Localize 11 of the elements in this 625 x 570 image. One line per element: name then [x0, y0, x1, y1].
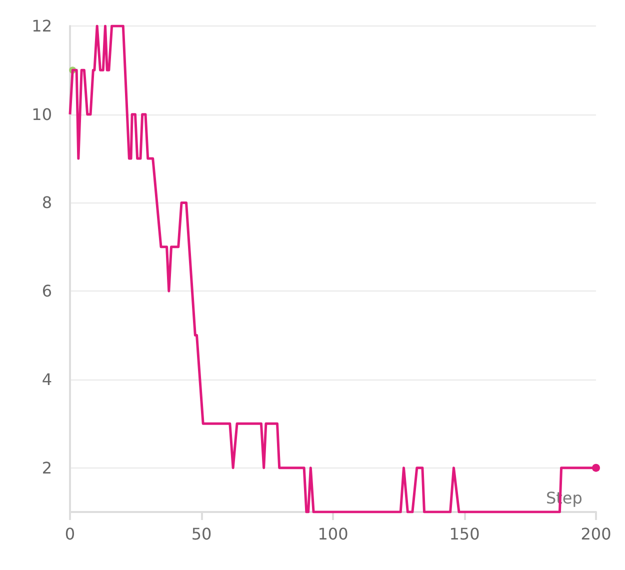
x-tick-label: 200: [580, 524, 612, 544]
y-tick-label: 4: [42, 370, 52, 389]
y-tick-label: 2: [42, 458, 52, 478]
x-tick-label: 150: [449, 524, 480, 544]
x-tick-label: 100: [318, 524, 348, 544]
y-tick-label: 6: [42, 282, 52, 301]
y-tick-label: 12: [32, 16, 52, 36]
y-tick-label: 10: [32, 104, 52, 124]
x-tick-label: 0: [64, 524, 76, 544]
x-tick-label: 50: [191, 524, 212, 544]
y-tick-label: 8: [42, 193, 52, 212]
